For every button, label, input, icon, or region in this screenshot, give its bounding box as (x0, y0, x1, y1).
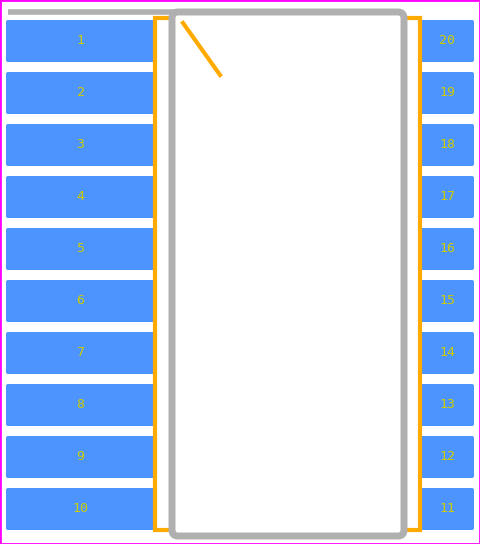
Text: 20: 20 (439, 34, 455, 47)
Text: 16: 16 (439, 243, 455, 256)
FancyBboxPatch shape (6, 176, 155, 218)
FancyBboxPatch shape (420, 488, 474, 530)
Text: 15: 15 (439, 294, 455, 307)
FancyBboxPatch shape (420, 228, 474, 270)
Text: 3: 3 (76, 139, 84, 151)
FancyBboxPatch shape (6, 384, 155, 426)
FancyBboxPatch shape (6, 72, 155, 114)
Text: 19: 19 (439, 86, 455, 100)
FancyBboxPatch shape (6, 280, 155, 322)
Text: 4: 4 (76, 190, 84, 203)
FancyBboxPatch shape (420, 72, 474, 114)
FancyBboxPatch shape (6, 124, 155, 166)
FancyBboxPatch shape (420, 124, 474, 166)
FancyBboxPatch shape (420, 280, 474, 322)
FancyBboxPatch shape (172, 12, 404, 536)
FancyBboxPatch shape (6, 436, 155, 478)
Text: 12: 12 (439, 450, 455, 463)
Text: 7: 7 (76, 347, 84, 360)
FancyBboxPatch shape (420, 384, 474, 426)
Text: 11: 11 (439, 503, 455, 516)
Text: 18: 18 (439, 139, 455, 151)
FancyBboxPatch shape (420, 176, 474, 218)
Bar (155, 18, 420, 530)
FancyBboxPatch shape (6, 488, 155, 530)
FancyBboxPatch shape (6, 332, 155, 374)
FancyBboxPatch shape (420, 20, 474, 62)
Text: 10: 10 (72, 503, 88, 516)
FancyBboxPatch shape (6, 228, 155, 270)
Text: 2: 2 (76, 86, 84, 100)
Text: 5: 5 (76, 243, 84, 256)
FancyBboxPatch shape (420, 332, 474, 374)
FancyBboxPatch shape (6, 20, 155, 62)
Text: 8: 8 (76, 399, 84, 411)
FancyBboxPatch shape (420, 436, 474, 478)
Text: 17: 17 (439, 190, 455, 203)
Text: 9: 9 (76, 450, 84, 463)
Text: 1: 1 (76, 34, 84, 47)
Text: 6: 6 (76, 294, 84, 307)
Text: 14: 14 (439, 347, 455, 360)
Text: 13: 13 (439, 399, 455, 411)
